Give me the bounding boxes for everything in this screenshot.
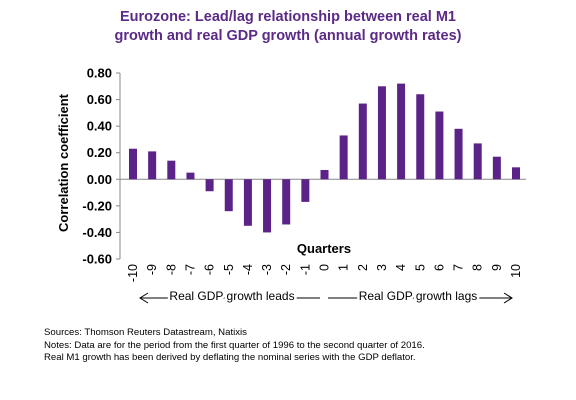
- bar--1: [301, 179, 310, 202]
- bar-9: [492, 156, 501, 180]
- y-tick-label: 0.00: [87, 172, 112, 187]
- x-tick-label: -1: [298, 264, 312, 275]
- bar--6: [205, 179, 214, 192]
- y-tick-label: 0.20: [87, 145, 112, 160]
- bar--8: [167, 160, 176, 180]
- bar--10: [129, 148, 137, 180]
- x-tick-label: -10: [126, 264, 140, 282]
- y-axis-label-group: Correlation coefficient: [56, 93, 71, 232]
- x-tick-label: -9: [145, 264, 159, 275]
- x-tick-label: 7: [452, 264, 466, 271]
- y-axis-label: Correlation coefficient: [56, 93, 71, 232]
- x-tick-label: 2: [356, 264, 370, 271]
- x-tick-label: -8: [164, 264, 178, 275]
- chart-notes: Sources: Thomson Reuters Datastream, Nat…: [44, 327, 564, 365]
- x-tick-label: -3: [260, 264, 274, 275]
- x-tick-label: 5: [413, 264, 427, 271]
- bar-0: [320, 169, 329, 180]
- y-axis-ticks: -0.60 -0.40 -0.20 0.00 0.20 0.40 0.60 0.80: [82, 66, 120, 267]
- x-tick-label: 10: [509, 264, 523, 278]
- bars: [129, 83, 520, 233]
- leads-arrow: Real GDP growth leads: [139, 287, 320, 306]
- x-tick-label: -4: [241, 264, 255, 275]
- y-tick-label: 0.60: [87, 92, 112, 107]
- bar--3: [263, 179, 272, 233]
- chart-title-line-1: Eurozone: Lead/lag relationship between …: [120, 9, 456, 25]
- bar-1: [339, 135, 348, 180]
- x-tick-label: -2: [279, 264, 293, 275]
- chart-title: Eurozone: Lead/lag relationship between …: [0, 8, 576, 46]
- x-tick-label: -7: [183, 264, 197, 275]
- x-tick-label: -6: [203, 264, 217, 275]
- x-axis-ticks: -10 -9 -8 -7 -6 -5 -4 -3 -2 -1 0 1 2 3 4 5 6 7 8 9 10: [126, 264, 523, 282]
- x-tick-label: 6: [432, 264, 446, 271]
- x-tick-label: 0: [318, 264, 332, 271]
- bar-8: [473, 143, 482, 180]
- x-tick-label: 4: [394, 264, 408, 271]
- x-tick-label: -5: [222, 264, 236, 275]
- bar-2: [358, 103, 367, 180]
- x-tick-label: 9: [490, 264, 504, 271]
- x-axis-label: Quarters: [297, 241, 351, 256]
- y-tick-label: -0.40: [82, 225, 112, 240]
- sources-note: Sources: Thomson Reuters Datastream, Nat…: [44, 327, 247, 338]
- bar-7: [454, 128, 463, 180]
- chart-title-line-2: growth and real GDP growth (annual growt…: [114, 28, 462, 44]
- bar--5: [224, 179, 233, 212]
- bar-3: [377, 86, 386, 180]
- y-tick-label: -0.20: [82, 198, 112, 213]
- bar--9: [148, 151, 157, 180]
- bar-6: [435, 111, 444, 180]
- x-tick-label: 8: [471, 264, 485, 271]
- y-tick-label: 0.40: [87, 119, 112, 134]
- leads-annotation: Real GDP growth leads: [169, 289, 294, 303]
- deflator-note: Real M1 growth has been derived by defla…: [44, 352, 416, 363]
- bar-5: [416, 94, 425, 180]
- x-tick-label: 1: [337, 264, 351, 271]
- y-tick-label: -0.60: [82, 252, 112, 267]
- lags-annotation: Real GDP growth lags: [359, 289, 478, 303]
- bar--2: [282, 179, 291, 225]
- bar-4: [397, 83, 406, 180]
- x-tick-label: 3: [375, 264, 389, 271]
- bar--4: [243, 179, 252, 226]
- period-note: Notes: Data are for the period from the …: [44, 339, 425, 351]
- y-tick-label: 0.80: [87, 66, 112, 81]
- bar--7: [186, 172, 195, 180]
- lags-arrow: Real GDP growth lags: [328, 287, 513, 306]
- bar-10: [512, 167, 520, 180]
